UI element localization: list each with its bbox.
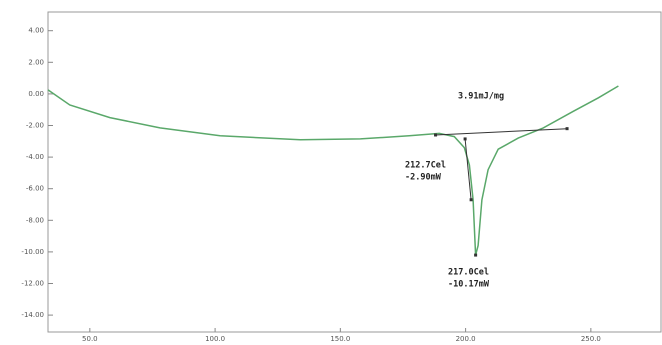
y-tick-label: 4.00	[28, 27, 44, 35]
point-marker	[565, 127, 569, 131]
series-line	[47, 85, 619, 256]
x-tick-label: 100.0	[205, 335, 225, 343]
point-marker	[469, 198, 473, 202]
y-tick-label: -10.00	[21, 248, 44, 256]
y-tick-label: -6.00	[26, 185, 44, 193]
y-tick-label: -2.00	[26, 122, 44, 130]
series-line	[435, 128, 568, 136]
point-marker	[474, 253, 478, 257]
y-tick-label: -12.00	[21, 280, 44, 288]
plot-frame	[47, 11, 662, 333]
x-tick-label: 150.0	[330, 335, 350, 343]
point-marker	[463, 137, 467, 141]
x-tick-label: 250.0	[581, 335, 601, 343]
y-tick-label: 0.00	[28, 90, 44, 98]
series-line	[464, 138, 472, 200]
x-tick-label: 200.0	[456, 335, 476, 343]
annotation: 217.0Cel	[448, 268, 489, 278]
point-marker	[434, 133, 438, 137]
y-tick-label: 2.00	[28, 58, 44, 66]
annotation: 212.7Cel	[405, 161, 446, 171]
y-tick-label: -8.00	[26, 216, 44, 224]
annotation: -10.17mW	[448, 280, 490, 290]
y-tick-label: -4.00	[26, 153, 44, 161]
annotation: -2.90mW	[405, 173, 442, 183]
y-tick-label: -14.00	[21, 311, 44, 319]
x-tick-label: 50.0	[82, 335, 98, 343]
annotation: 3.91mJ/mg	[458, 92, 504, 102]
